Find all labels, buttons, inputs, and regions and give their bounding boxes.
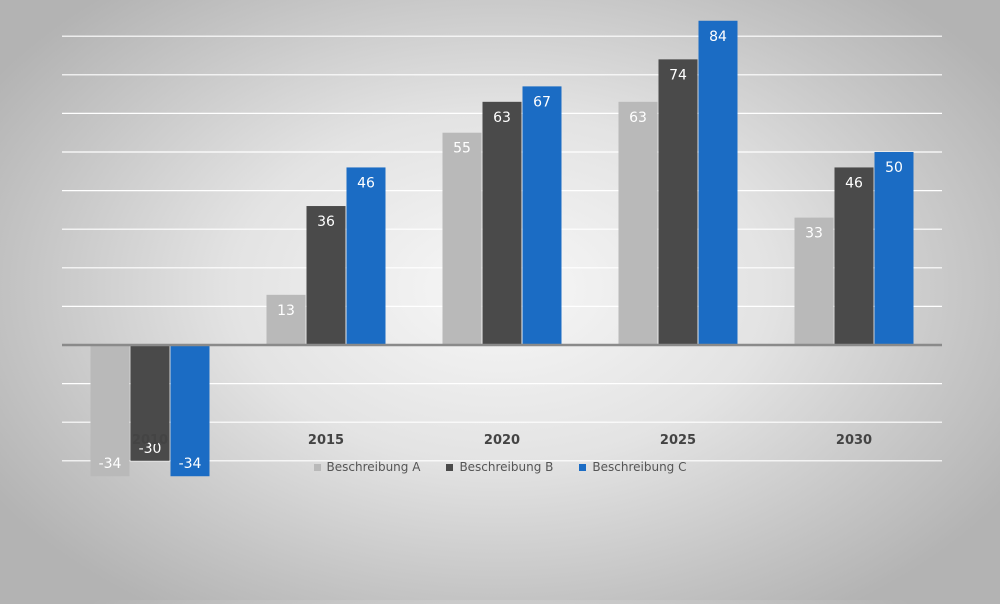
legend-swatch-c bbox=[579, 463, 587, 471]
data-label: 67 bbox=[533, 94, 551, 110]
data-label: -34 bbox=[179, 456, 202, 472]
bar-beschreibung-b-2020 bbox=[482, 101, 522, 345]
data-label: 36 bbox=[317, 214, 335, 230]
bar-beschreibung-a-2020 bbox=[442, 132, 482, 345]
data-label: 63 bbox=[629, 110, 647, 126]
bar-beschreibung-a-2030 bbox=[794, 217, 834, 345]
legend-item-c: Beschreibung C bbox=[579, 460, 687, 474]
data-label: 46 bbox=[357, 175, 375, 191]
data-label: 33 bbox=[805, 226, 823, 242]
x-tick-label: 2030 bbox=[836, 433, 872, 448]
legend-label-b: Beschreibung B bbox=[459, 460, 554, 474]
data-label: -30 bbox=[139, 441, 162, 457]
bar-beschreibung-a-2025 bbox=[618, 101, 658, 345]
data-label: 46 bbox=[845, 175, 863, 191]
bar-beschreibung-c-2025 bbox=[698, 20, 738, 345]
bar-beschreibung-a-2015 bbox=[266, 294, 306, 345]
x-tick-label: 2025 bbox=[660, 433, 696, 448]
x-tick-label: 2015 bbox=[308, 433, 344, 448]
bar-beschreibung-c-2030 bbox=[874, 152, 914, 345]
legend-label-c: Beschreibung C bbox=[592, 460, 687, 474]
x-tick-label: 2010 bbox=[132, 433, 168, 448]
data-label: 74 bbox=[669, 67, 687, 83]
chart-legend: Beschreibung A Beschreibung B Beschreibu… bbox=[0, 460, 1000, 474]
bar-beschreibung-c-2015 bbox=[346, 167, 386, 345]
data-label: -34 bbox=[99, 456, 122, 472]
legend-swatch-b bbox=[446, 463, 454, 471]
legend-swatch-a bbox=[313, 463, 321, 471]
data-label: 50 bbox=[885, 160, 903, 176]
bar-beschreibung-b-2025 bbox=[658, 59, 698, 346]
bar-beschreibung-c-2010 bbox=[170, 345, 210, 477]
bar-beschreibung-b-2015 bbox=[306, 206, 346, 345]
bar-beschreibung-c-2020 bbox=[522, 86, 562, 345]
bar-beschreibung-b-2030 bbox=[834, 167, 874, 345]
legend-label-a: Beschreibung A bbox=[326, 460, 421, 474]
bar-beschreibung-b-2010 bbox=[130, 345, 170, 461]
legend-item-b: Beschreibung B bbox=[446, 460, 553, 474]
data-label: 13 bbox=[277, 303, 295, 319]
data-label: 63 bbox=[493, 110, 511, 126]
data-label: 55 bbox=[453, 141, 471, 157]
legend-item-a: Beschreibung A bbox=[313, 460, 421, 474]
data-label: 84 bbox=[709, 29, 727, 45]
bar-beschreibung-a-2010 bbox=[90, 345, 130, 477]
x-tick-label: 2020 bbox=[484, 433, 520, 448]
